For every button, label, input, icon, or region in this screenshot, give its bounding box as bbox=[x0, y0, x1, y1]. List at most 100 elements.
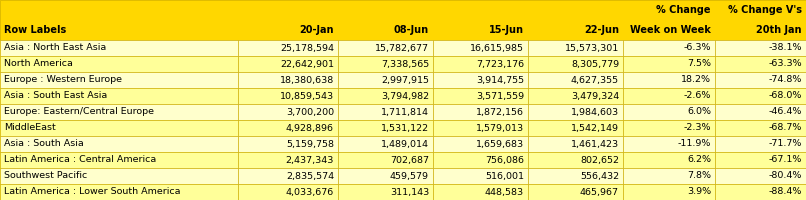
Bar bbox=[528, 40, 623, 56]
Text: 2,835,574: 2,835,574 bbox=[286, 171, 334, 180]
Text: 22-Jun: 22-Jun bbox=[584, 25, 619, 35]
Bar bbox=[0, 0, 806, 40]
Text: 4,928,896: 4,928,896 bbox=[286, 123, 334, 132]
Bar bbox=[623, 104, 715, 120]
Bar bbox=[433, 152, 528, 168]
Text: 22,642,901: 22,642,901 bbox=[280, 60, 334, 68]
Text: Europe: Eastern/Central Europe: Europe: Eastern/Central Europe bbox=[4, 108, 154, 116]
Bar bbox=[715, 184, 806, 200]
Text: -80.4%: -80.4% bbox=[769, 171, 802, 180]
Bar bbox=[0, 152, 238, 168]
Text: 2,997,915: 2,997,915 bbox=[381, 75, 429, 84]
Bar bbox=[0, 136, 238, 152]
Text: 16,615,985: 16,615,985 bbox=[470, 44, 524, 52]
Bar bbox=[0, 168, 238, 184]
Text: Europe : Western Europe: Europe : Western Europe bbox=[4, 75, 122, 84]
Text: 3,571,559: 3,571,559 bbox=[476, 92, 524, 100]
Text: 6.0%: 6.0% bbox=[687, 108, 711, 116]
Bar bbox=[623, 184, 715, 200]
Text: 8,305,779: 8,305,779 bbox=[571, 60, 619, 68]
Bar bbox=[338, 168, 433, 184]
Bar bbox=[338, 104, 433, 120]
Text: 08-Jun: 08-Jun bbox=[394, 25, 429, 35]
Text: -2.3%: -2.3% bbox=[683, 123, 711, 132]
Text: Row Labels: Row Labels bbox=[4, 25, 66, 35]
Text: -46.4%: -46.4% bbox=[769, 108, 802, 116]
Bar bbox=[338, 40, 433, 56]
Text: 1,579,013: 1,579,013 bbox=[476, 123, 524, 132]
Bar bbox=[433, 56, 528, 72]
Bar bbox=[338, 136, 433, 152]
Text: 7,338,565: 7,338,565 bbox=[380, 60, 429, 68]
Bar bbox=[338, 56, 433, 72]
Bar bbox=[338, 88, 433, 104]
Bar bbox=[433, 72, 528, 88]
Bar bbox=[715, 72, 806, 88]
Bar bbox=[238, 152, 338, 168]
Bar bbox=[0, 184, 238, 200]
Bar bbox=[433, 184, 528, 200]
Text: 3,479,324: 3,479,324 bbox=[571, 92, 619, 100]
Bar bbox=[528, 56, 623, 72]
Bar bbox=[623, 120, 715, 136]
Bar bbox=[238, 184, 338, 200]
Bar bbox=[433, 136, 528, 152]
Text: 516,001: 516,001 bbox=[485, 171, 524, 180]
Text: -11.9%: -11.9% bbox=[678, 140, 711, 148]
Text: 3,914,755: 3,914,755 bbox=[476, 75, 524, 84]
Bar bbox=[715, 40, 806, 56]
Bar bbox=[338, 120, 433, 136]
Text: 3,700,200: 3,700,200 bbox=[286, 108, 334, 116]
Bar bbox=[338, 152, 433, 168]
Bar bbox=[238, 120, 338, 136]
Text: 20th Jan: 20th Jan bbox=[757, 25, 802, 35]
Text: 2,437,343: 2,437,343 bbox=[285, 156, 334, 164]
Text: 6.2%: 6.2% bbox=[687, 156, 711, 164]
Text: 1,984,603: 1,984,603 bbox=[571, 108, 619, 116]
Text: 1,872,156: 1,872,156 bbox=[476, 108, 524, 116]
Text: 459,579: 459,579 bbox=[390, 171, 429, 180]
Text: -74.8%: -74.8% bbox=[769, 75, 802, 84]
Bar bbox=[0, 88, 238, 104]
Bar bbox=[238, 88, 338, 104]
Text: % Change: % Change bbox=[657, 5, 711, 15]
Text: -38.1%: -38.1% bbox=[768, 44, 802, 52]
Bar bbox=[238, 104, 338, 120]
Bar bbox=[0, 120, 238, 136]
Text: 5,159,758: 5,159,758 bbox=[286, 140, 334, 148]
Bar bbox=[0, 56, 238, 72]
Text: 1,659,683: 1,659,683 bbox=[476, 140, 524, 148]
Text: -68.0%: -68.0% bbox=[769, 92, 802, 100]
Bar bbox=[433, 104, 528, 120]
Text: 1,531,122: 1,531,122 bbox=[381, 123, 429, 132]
Text: Asia : North East Asia: Asia : North East Asia bbox=[4, 44, 106, 52]
Text: -88.4%: -88.4% bbox=[769, 188, 802, 196]
Bar bbox=[528, 168, 623, 184]
Text: 1,489,014: 1,489,014 bbox=[381, 140, 429, 148]
Text: 3,794,982: 3,794,982 bbox=[381, 92, 429, 100]
Text: 311,143: 311,143 bbox=[390, 188, 429, 196]
Bar bbox=[0, 40, 238, 56]
Text: 1,461,423: 1,461,423 bbox=[571, 140, 619, 148]
Bar bbox=[715, 120, 806, 136]
Bar bbox=[0, 104, 238, 120]
Text: MiddleEast: MiddleEast bbox=[4, 123, 56, 132]
Text: 1,542,149: 1,542,149 bbox=[571, 123, 619, 132]
Bar bbox=[623, 56, 715, 72]
Bar bbox=[715, 152, 806, 168]
Bar bbox=[528, 136, 623, 152]
Text: 7,723,176: 7,723,176 bbox=[476, 60, 524, 68]
Bar bbox=[0, 72, 238, 88]
Bar bbox=[433, 88, 528, 104]
Text: Asia : South Asia: Asia : South Asia bbox=[4, 140, 84, 148]
Bar bbox=[338, 72, 433, 88]
Text: Week on Week: Week on Week bbox=[630, 25, 711, 35]
Bar bbox=[338, 184, 433, 200]
Bar bbox=[623, 152, 715, 168]
Text: -68.7%: -68.7% bbox=[769, 123, 802, 132]
Text: -2.6%: -2.6% bbox=[683, 92, 711, 100]
Text: 702,687: 702,687 bbox=[390, 156, 429, 164]
Text: -71.7%: -71.7% bbox=[769, 140, 802, 148]
Text: 756,086: 756,086 bbox=[485, 156, 524, 164]
Bar bbox=[528, 120, 623, 136]
